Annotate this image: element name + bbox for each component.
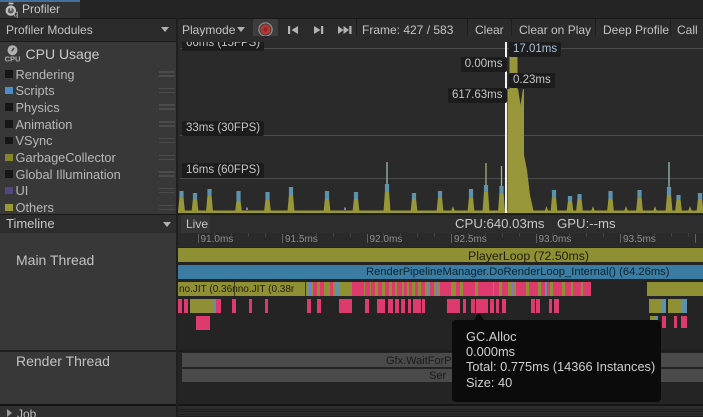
svg-text:q: q <box>13 9 18 18</box>
svg-text:CPU: CPU <box>5 54 21 63</box>
